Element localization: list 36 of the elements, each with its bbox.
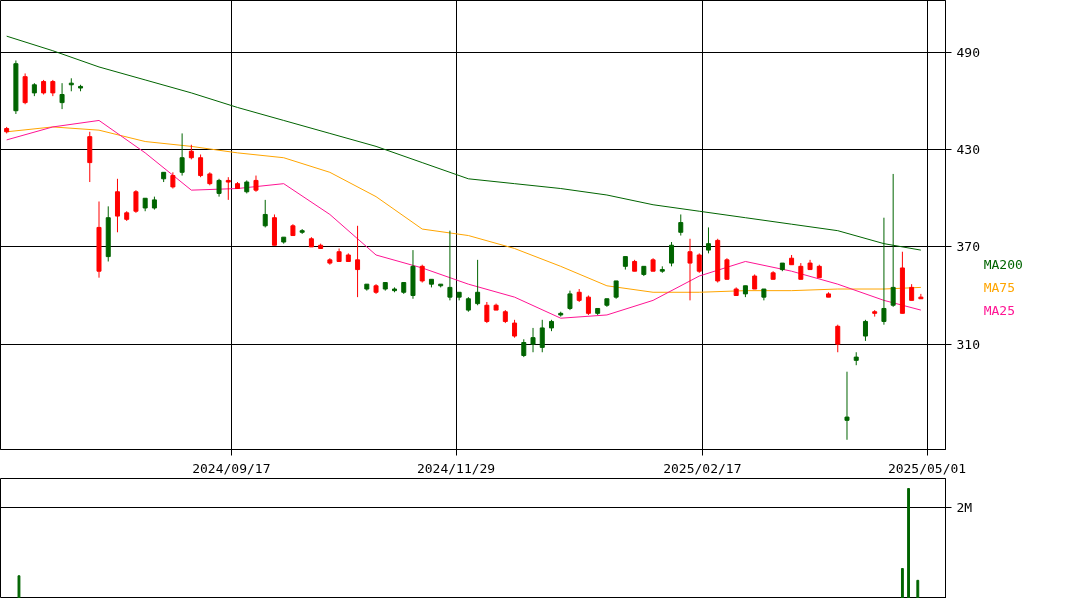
- candlestick: [696, 252, 702, 274]
- candlestick: [179, 132, 185, 177]
- x-tick-label: 2025/02/17: [663, 460, 742, 476]
- y-tick-label: 430: [956, 142, 980, 158]
- candlestick: [687, 238, 693, 301]
- candlestick: [225, 176, 231, 201]
- candlestick: [678, 213, 684, 237]
- y-tick-label: 2M: [956, 500, 973, 516]
- candlestick: [862, 319, 868, 342]
- candlestick: [530, 327, 536, 353]
- candlestick: [724, 257, 730, 280]
- candlestick: [539, 319, 545, 353]
- candlestick: [567, 290, 573, 311]
- candlestick: [484, 301, 490, 324]
- candlestick: [262, 199, 268, 228]
- candlestick: [669, 241, 675, 267]
- line-series: [6, 119, 922, 319]
- candlestick: [844, 371, 850, 441]
- candlestick: [355, 225, 361, 298]
- text: MA200: [983, 256, 1023, 272]
- candlestick: [198, 153, 204, 178]
- candlestick: [59, 82, 65, 110]
- x-tick-label: 2024/09/17: [192, 460, 271, 476]
- text: MA75: [983, 279, 1015, 295]
- y-tick-label: 370: [956, 239, 980, 255]
- candlestick: [447, 230, 453, 301]
- candlestick: [705, 226, 711, 254]
- text: MA25: [983, 302, 1015, 318]
- candlestick: [475, 259, 481, 306]
- candlestick: [133, 189, 139, 214]
- y-tick-label: 490: [956, 44, 980, 60]
- x-tick-label: 2025/05/01: [887, 460, 967, 476]
- y-tick-label: 310: [956, 336, 980, 352]
- candlestick: [835, 324, 841, 353]
- line-series: [6, 126, 922, 293]
- x-tick-label: 2024/11/29: [416, 460, 496, 476]
